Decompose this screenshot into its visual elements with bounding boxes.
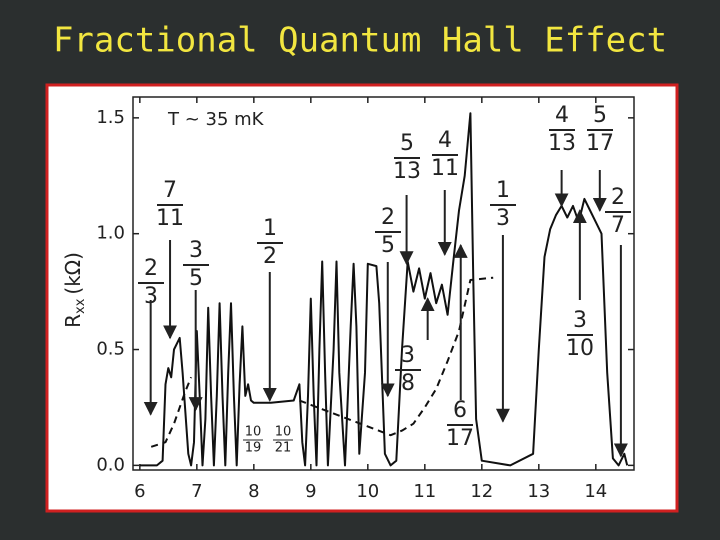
y-tick-label: 0.0 bbox=[96, 454, 125, 475]
x-tick-label: 13 bbox=[527, 481, 550, 502]
x-tick-label: 9 bbox=[305, 481, 316, 502]
x-tick-label: 12 bbox=[470, 481, 493, 502]
x-tick-label: 6 bbox=[134, 481, 145, 502]
fraction-numerator: 5 bbox=[593, 103, 607, 128]
fraction-numerator: 3 bbox=[401, 343, 415, 368]
fraction-numerator: 1 bbox=[496, 178, 510, 203]
fraction-numerator: 2 bbox=[611, 185, 625, 210]
fraction-denominator: 13 bbox=[393, 159, 421, 184]
fraction-numerator: 2 bbox=[381, 205, 395, 230]
fraction-numerator: 2 bbox=[144, 256, 158, 281]
y-tick-label: 0.5 bbox=[96, 339, 125, 360]
fraction-denominator: 11 bbox=[431, 156, 459, 181]
y-label-sub: xx bbox=[73, 298, 88, 314]
y-label-main: R bbox=[61, 314, 85, 328]
fraction-numerator: 10 bbox=[275, 425, 292, 440]
fraction-denominator: 13 bbox=[548, 131, 576, 156]
fraction-numerator: 4 bbox=[438, 128, 452, 153]
fraction-denominator: 2 bbox=[263, 244, 277, 269]
fraction-numerator: 4 bbox=[555, 103, 569, 128]
fraction-denominator: 7 bbox=[611, 213, 625, 238]
fraction-numerator: 5 bbox=[400, 131, 414, 156]
temperature-annotation: T ~ 35 mK bbox=[167, 109, 265, 130]
fraction-numerator: 3 bbox=[573, 308, 587, 333]
fraction-denominator: 17 bbox=[446, 426, 474, 451]
y-tick-label: 1.5 bbox=[96, 107, 125, 128]
plot-area bbox=[132, 96, 635, 471]
fraction-denominator: 21 bbox=[275, 441, 292, 456]
y-label-unit: (kΩ) bbox=[61, 252, 85, 294]
y-tick-label: 1.0 bbox=[96, 223, 125, 244]
trace bbox=[139, 112, 629, 467]
x-tick-label: 14 bbox=[584, 481, 607, 502]
x-tick-label: 11 bbox=[413, 481, 436, 502]
slide-title: Fractional Quantum Hall Effect bbox=[53, 21, 667, 61]
fraction-numerator: 7 bbox=[163, 178, 177, 203]
fraction-denominator: 10 bbox=[566, 336, 594, 361]
fraction-numerator: 1 bbox=[263, 216, 277, 241]
fraction-denominator: 5 bbox=[189, 266, 203, 291]
fraction-numerator: 3 bbox=[189, 238, 203, 263]
dashed-trace bbox=[150, 276, 494, 448]
x-tick-label: 10 bbox=[356, 481, 379, 502]
x-tick-label: 8 bbox=[248, 481, 259, 502]
fraction-denominator: 17 bbox=[586, 131, 614, 156]
chart-frame bbox=[45, 83, 679, 513]
fraction-denominator: 19 bbox=[245, 441, 262, 456]
x-tick-label: 7 bbox=[191, 481, 202, 502]
fraction-numerator: 10 bbox=[245, 425, 262, 440]
fraction-denominator: 11 bbox=[156, 206, 184, 231]
fraction-denominator: 3 bbox=[496, 206, 510, 231]
y-axis-label: Rxx (kΩ) bbox=[61, 252, 88, 328]
fraction-denominator: 5 bbox=[381, 233, 395, 258]
fraction-denominator: 8 bbox=[401, 371, 415, 396]
fraction-numerator: 6 bbox=[453, 398, 467, 423]
fraction-denominator: 3 bbox=[144, 284, 158, 309]
